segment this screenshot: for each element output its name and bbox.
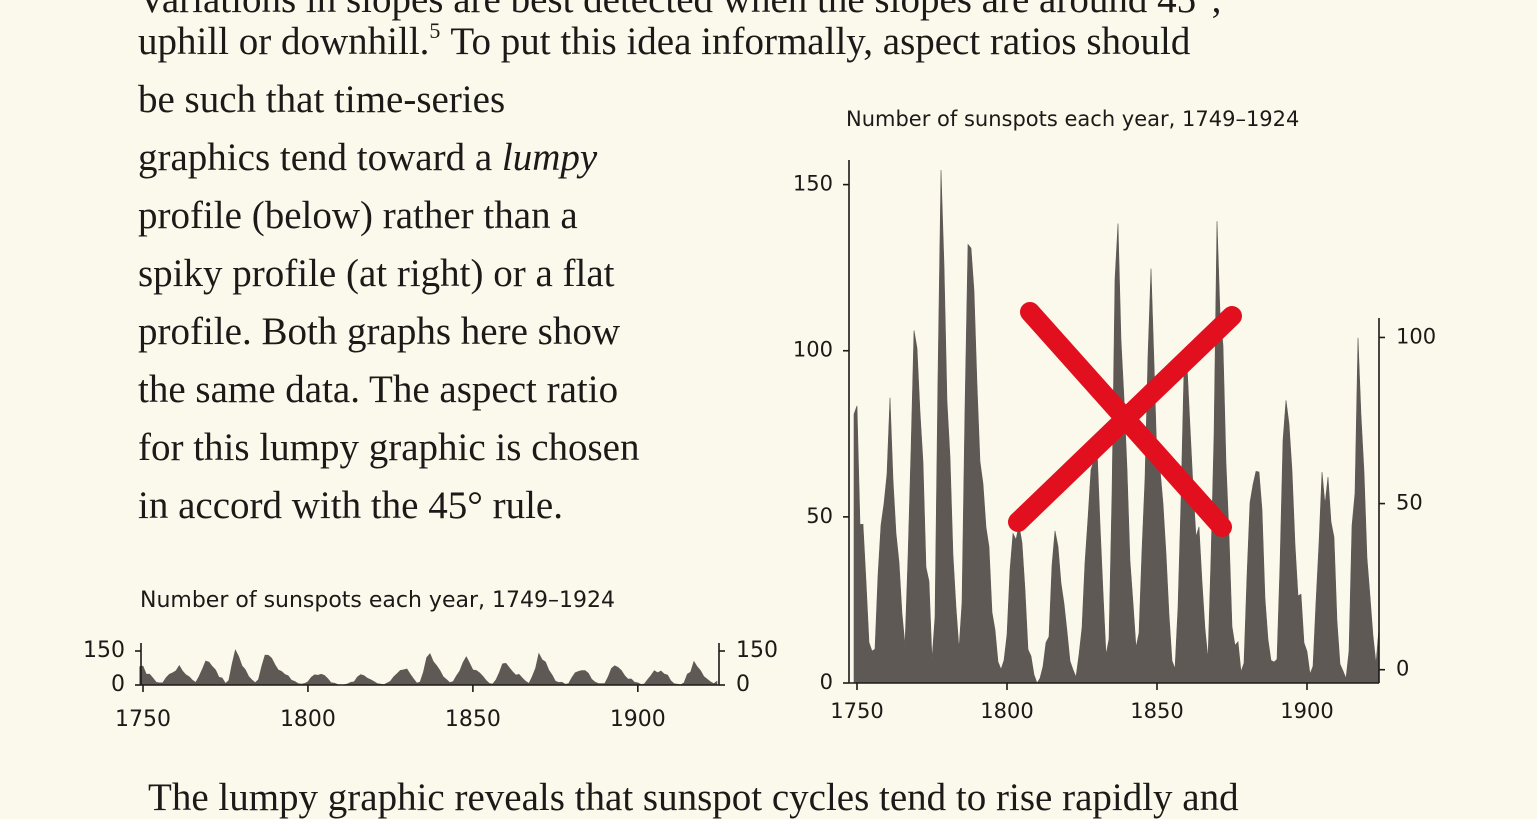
text: for this lumpy graphic is chosen [138, 426, 640, 469]
y-tick-label: 100 [793, 338, 833, 362]
footnote-ref: 5 [429, 18, 441, 43]
text: spiky profile (at right) or a flat [138, 252, 615, 295]
text-line: spiky profile (at right) or a flat [138, 254, 615, 293]
chart-title: Number of sunspots each year, 1749–1924 [846, 107, 1299, 131]
y-tick-label: 0 [111, 672, 125, 697]
y2-tick-label: 0 [1396, 657, 1409, 681]
text: uphill or downhill. [138, 20, 430, 63]
x-tick-label: 1850 [1130, 699, 1183, 723]
chart-title: Number of sunspots each year, 1749–1924 [140, 588, 615, 613]
text-line: in accord with the 45° rule. [138, 486, 563, 525]
text-line: the same data. The aspect ratio [138, 370, 618, 409]
text-line: profile (below) rather than a [138, 196, 578, 235]
y2-tick-label: 50 [1396, 491, 1423, 515]
y-tick-label: 150 [793, 172, 833, 196]
y-tick-label: 50 [806, 504, 833, 528]
text-line: graphics tend toward a lumpy [138, 138, 597, 177]
y2-tick-label: 0 [736, 672, 750, 697]
text-line: uphill or downhill.5 To put this idea inf… [138, 18, 1191, 63]
text: To put this idea informally, aspect rati… [450, 20, 1191, 63]
text: graphics tend toward a [138, 136, 493, 179]
text: in accord with the 45° rule. [138, 484, 563, 527]
y2-tick-label: 100 [1396, 324, 1436, 348]
y-tick-label: 0 [820, 670, 833, 694]
x-tick-label: 1900 [1280, 699, 1333, 723]
x-tick-label: 1800 [280, 707, 336, 732]
text-line: profile. Both graphs here show [138, 312, 620, 351]
cross-mark [1008, 306, 1242, 532]
text: be such that time-series [138, 78, 506, 121]
text: the same data. The aspect ratio [138, 368, 619, 411]
emphasis: lumpy [501, 136, 598, 179]
x-tick-label: 1850 [445, 707, 501, 732]
text-line: be such that time-series [138, 80, 505, 119]
area [139, 649, 718, 686]
text-line: for this lumpy graphic is chosen [138, 428, 640, 467]
x-tick-label: 1800 [980, 699, 1033, 723]
y2-tick-label: 150 [736, 638, 778, 663]
text-line: Variations in slopes are best detected w… [138, 0, 1221, 19]
text: profile (below) rather than a [138, 194, 578, 237]
x-tick-label: 1900 [610, 707, 666, 732]
x-tick-label: 1750 [830, 699, 883, 723]
y-tick-label: 150 [83, 638, 125, 663]
x-tick-label: 1750 [115, 707, 171, 732]
text: profile. Both graphs here show [138, 310, 620, 353]
